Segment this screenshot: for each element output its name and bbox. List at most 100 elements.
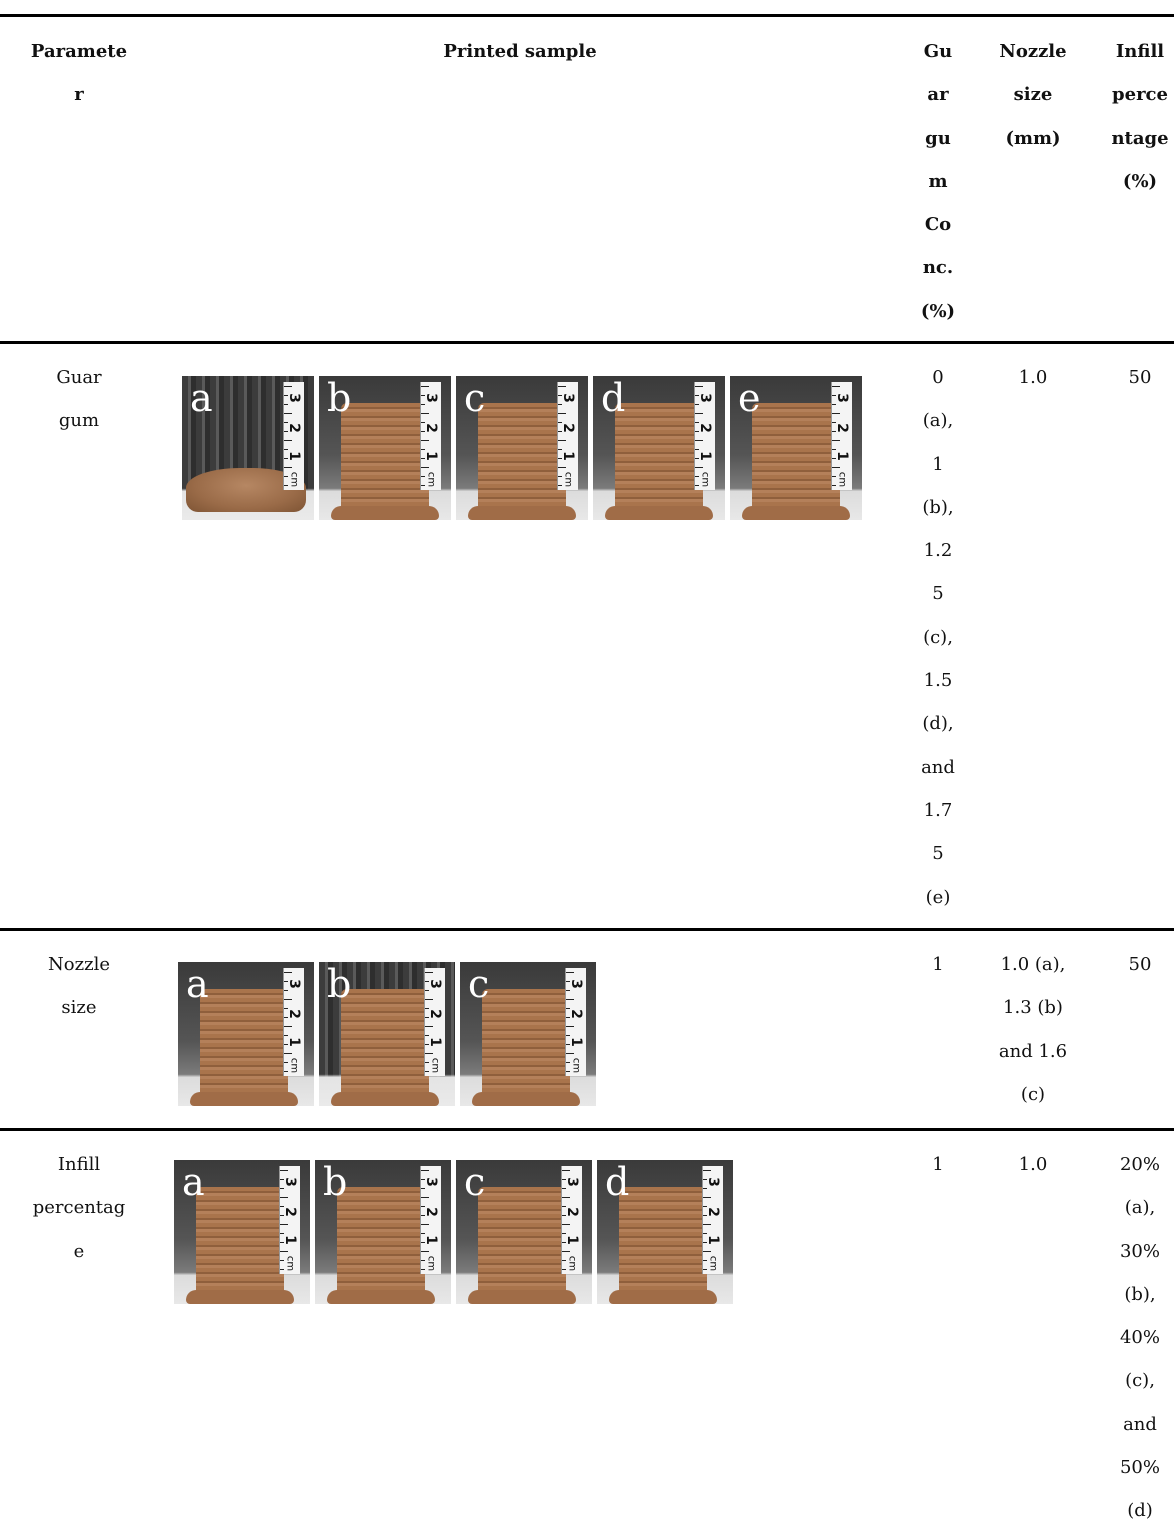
ruler-tick (562, 1188, 566, 1189)
header-printed-sample: Printed sample (443, 41, 597, 62)
row-nozzle-infill: 50 (1128, 954, 1152, 975)
ruler-tick (421, 1170, 429, 1171)
ruler-tick (280, 1188, 284, 1189)
photo-label: b (327, 962, 352, 1006)
ruler-number: cm (429, 1057, 441, 1074)
row-guar-nozzle: 1.0 (1018, 367, 1048, 388)
ruler-tick (558, 467, 566, 468)
ruler-tick (695, 413, 703, 414)
ruler-number: 2 (423, 1207, 439, 1217)
ruler-tick (425, 981, 429, 982)
ruler-number: 1 (834, 451, 850, 461)
ruler-tick (284, 999, 292, 1000)
ruler-tick (421, 1269, 425, 1270)
ruler-number: 3 (697, 393, 713, 403)
ruler-tick (425, 1035, 429, 1036)
infill-photo-strip: 3 2 1 cm a 3 2 1 cm b 3 2 1 cm c 3 2 1 cm d (174, 1160, 733, 1304)
ruler-number: 2 (427, 1009, 443, 1019)
ruler-number: 2 (564, 1207, 580, 1217)
ruler-tick (558, 449, 562, 450)
ruler-number: 2 (286, 1009, 302, 1019)
ruler-tick (284, 395, 288, 396)
ruler-number: 1 (286, 1037, 302, 1047)
ruler-tick (703, 1260, 707, 1261)
ruler-tick (284, 386, 292, 387)
ruler-number: 1 (564, 1235, 580, 1245)
ruler-number: 3 (564, 1177, 580, 1187)
ruler-number: 2 (705, 1207, 721, 1217)
ruler-number: 2 (560, 423, 576, 433)
row-guar-infill: 50 (1128, 367, 1152, 388)
photo-label: d (605, 1160, 630, 1204)
ruler-tick (284, 1026, 292, 1027)
ruler-number: 2 (423, 423, 439, 433)
ruler-tick (562, 1251, 570, 1252)
ruler-tick (280, 1197, 288, 1198)
sample-photo: 3 2 1 cm a (182, 376, 314, 520)
ruler-tick (695, 404, 699, 405)
ruler-tick (421, 440, 429, 441)
sample-photo: 3 2 1 cm c (460, 962, 596, 1106)
ruler-tick (280, 1269, 284, 1270)
ruler-tick (566, 1053, 574, 1054)
ruler-tick (284, 458, 288, 459)
ruler-tick (421, 458, 425, 459)
ruler-tick (566, 981, 570, 982)
ruler-tick (425, 1053, 433, 1054)
ruler-tick (284, 1071, 288, 1072)
ruler-tick (566, 999, 574, 1000)
row-infill-infill: 20% (a), 30% (b), 40% (c), and 50% (d) (1119, 1154, 1160, 1522)
nozzle-photo-strip: 3 2 1 cm a 3 2 1 cm b 3 2 1 cm c (178, 962, 596, 1106)
ruler-tick (832, 422, 836, 423)
ruler-tick (695, 386, 703, 387)
printed-sample-shape (468, 403, 576, 520)
ruler-tick (558, 386, 566, 387)
printed-sample-shape (468, 1187, 576, 1304)
header-parameter: Paramete r (30, 41, 128, 106)
ruler-tick (558, 422, 562, 423)
ruler-tick (425, 1008, 429, 1009)
sample-photo: 3 2 1 cm a (174, 1160, 310, 1304)
ruler-tick (421, 449, 425, 450)
ruler-tick (695, 431, 699, 432)
ruler-tick (284, 1062, 288, 1063)
ruler-tick (421, 422, 425, 423)
ruler-tick (832, 413, 840, 414)
row-infill-parameter: Infill percentag e (32, 1154, 126, 1262)
ruler-tick (562, 1179, 566, 1180)
ruler-tick (284, 1008, 288, 1009)
top-rule (0, 14, 1174, 17)
ruler-tick (558, 476, 562, 477)
ruler-number: 3 (286, 979, 302, 989)
ruler-tick (284, 413, 292, 414)
ruler-number: 2 (282, 1207, 298, 1217)
photo-label: b (327, 376, 352, 420)
ruler-tick (421, 1233, 425, 1234)
photo-label: c (464, 376, 486, 420)
ruler-tick (562, 1215, 566, 1216)
printed-sample-shape (186, 1187, 294, 1304)
ruler-number: 2 (286, 423, 302, 433)
photo-label: c (468, 962, 490, 1006)
ruler-number: cm (425, 471, 437, 488)
ruler-tick (284, 440, 292, 441)
ruler-tick (425, 1062, 429, 1063)
ruler-tick (421, 386, 429, 387)
printed-sample-shape (331, 989, 439, 1106)
header-nozzle-size: Nozzle size (mm) (999, 41, 1067, 149)
ruler-tick (703, 1188, 707, 1189)
ruler-tick (703, 1224, 711, 1225)
ruler-tick (703, 1233, 707, 1234)
ruler-tick (421, 404, 425, 405)
ruler-tick (284, 1035, 288, 1036)
ruler-tick (558, 458, 562, 459)
ruler-tick (566, 972, 574, 973)
ruler-number: cm (699, 471, 711, 488)
ruler-tick (562, 1170, 570, 1171)
ruler-tick (284, 485, 288, 486)
ruler-tick (832, 485, 836, 486)
ruler-tick (562, 1233, 566, 1234)
ruler-tick (562, 1269, 566, 1270)
ruler-tick (425, 990, 429, 991)
header-guar-conc: Gu ar gu m Co nc. (%) (920, 41, 956, 322)
